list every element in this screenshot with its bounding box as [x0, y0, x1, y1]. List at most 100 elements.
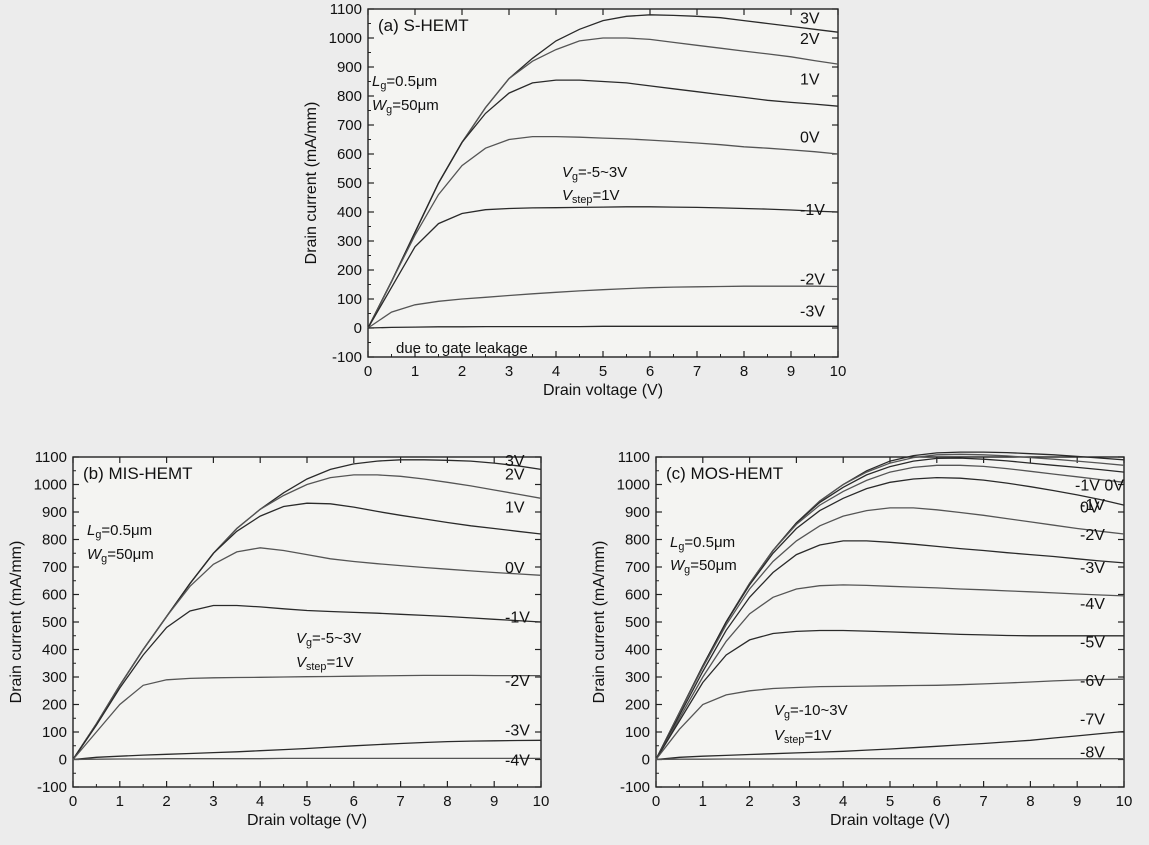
- series-label: -3V: [800, 304, 825, 321]
- x-tick-label: 2: [745, 793, 753, 810]
- y-tick-label: 0: [642, 752, 650, 769]
- x-tick-label: 8: [1026, 793, 1034, 810]
- annotation-vg: Vg=-5~3V: [296, 630, 361, 649]
- y-tick-label: 600: [42, 587, 67, 604]
- series-label: -6V: [1080, 673, 1105, 690]
- y-tick-label: 700: [337, 117, 362, 134]
- series-line: [72, 604, 542, 760]
- x-tick-label: 4: [256, 793, 264, 810]
- y-tick-label: 300: [337, 233, 362, 250]
- x-tick-label: 0: [364, 363, 372, 380]
- series-label: -7V: [1080, 711, 1105, 728]
- x-tick-label: 6: [646, 363, 654, 380]
- x-tick-label: 6: [933, 793, 941, 810]
- x-tick-label: 7: [396, 793, 404, 810]
- x-tick-label: 5: [599, 363, 607, 380]
- series-line: [367, 135, 839, 329]
- x-axis-label: Drain voltage (V): [830, 812, 950, 829]
- annotation-vg: Vg=-5~3V: [562, 164, 627, 183]
- y-tick-label: 300: [625, 669, 650, 686]
- x-tick-label: 4: [552, 363, 560, 380]
- y-tick-label: 100: [42, 724, 67, 741]
- series-label: -2V: [1080, 527, 1105, 544]
- y-tick-label: 500: [42, 614, 67, 631]
- y-tick-label: 1100: [330, 1, 362, 18]
- y-tick-label: 1100: [618, 449, 650, 466]
- annotation-lg: Lg=0.5μm: [87, 522, 152, 541]
- x-tick-label: 0: [652, 793, 660, 810]
- series-line: [655, 629, 1124, 760]
- series-label: -8V: [1080, 744, 1105, 761]
- panel-a-s-hemt: 0 1 2 3 4 5 6 7 8 9 10-100010020030040050060070080…: [303, 1, 846, 399]
- x-tick-label: 5: [303, 793, 311, 810]
- x-tick-label: 9: [1073, 793, 1081, 810]
- y-tick-label: 1000: [329, 30, 362, 47]
- panel-title: (a) S-HEMT: [378, 16, 469, 35]
- y-tick-label: 600: [625, 587, 650, 604]
- series-label: 1V: [505, 500, 525, 517]
- x-axis-label: Drain voltage (V): [543, 382, 663, 399]
- series-label: 2V: [505, 467, 525, 484]
- series-label: -4V: [505, 753, 530, 770]
- y-tick-label: -100: [332, 349, 362, 366]
- series-line: [367, 206, 839, 329]
- series-line: [655, 730, 1125, 761]
- x-tick-label: 6: [350, 793, 358, 810]
- series-line: [367, 79, 839, 329]
- y-tick-label: 600: [337, 146, 362, 163]
- series-label: -3V: [1080, 560, 1105, 577]
- y-tick-label: -100: [37, 779, 67, 796]
- y-tick-label: 100: [337, 291, 362, 308]
- panel-b-mis-hemt: 0 1 2 3 4 5 6 7 8 9 10-100010020030040050060070080…: [8, 449, 549, 829]
- x-tick-label: 9: [490, 793, 498, 810]
- series-label: -5V: [1080, 634, 1105, 651]
- y-tick-label: 200: [337, 262, 362, 279]
- series-line: [72, 674, 541, 760]
- y-tick-label: 1100: [35, 449, 67, 466]
- annotation-note: due to gate leakage: [396, 340, 528, 357]
- x-tick-label: 7: [979, 793, 987, 810]
- y-tick-label: 800: [625, 532, 650, 549]
- x-tick-label: 9: [787, 363, 795, 380]
- x-tick-label: 8: [740, 363, 748, 380]
- series-line: [72, 739, 542, 761]
- plot-frame: [655, 456, 1125, 788]
- series-label: 0V: [1080, 500, 1100, 517]
- x-tick-label: 2: [162, 793, 170, 810]
- series-label: 3V: [800, 11, 820, 28]
- y-tick-label: 900: [42, 504, 67, 521]
- series-line: [655, 540, 1125, 760]
- series-label: -1V: [505, 610, 530, 627]
- annotation-vstep: Vstep=1V: [296, 654, 354, 673]
- y-tick-label: 400: [625, 642, 650, 659]
- series-line: [72, 757, 541, 761]
- x-axis-label: Drain voltage (V): [247, 812, 367, 829]
- annotation-wg: Wg=50μm: [670, 557, 737, 576]
- series-label: 0V: [800, 130, 820, 147]
- series-label: 0V: [505, 560, 525, 577]
- y-tick-label: 300: [42, 669, 67, 686]
- y-axis-label: Drain current (mA/mm): [591, 541, 608, 704]
- y-tick-label: 0: [59, 752, 67, 769]
- y-tick-label: 100: [625, 724, 650, 741]
- series-line: [655, 584, 1125, 760]
- series-label: -1V: [800, 202, 825, 219]
- y-tick-label: -100: [620, 779, 650, 796]
- y-axis-label: Drain current (mA/mm): [303, 102, 320, 265]
- y-tick-label: 800: [42, 532, 67, 549]
- y-tick-label: 400: [42, 642, 67, 659]
- x-tick-label: 7: [693, 363, 701, 380]
- panel-title: (c) MOS-HEMT: [666, 464, 783, 483]
- annotation-lg: Lg=0.5μm: [372, 73, 437, 92]
- plot-frame: [72, 456, 542, 788]
- series-label: 2V: [800, 31, 820, 48]
- x-tick-label: 3: [792, 793, 800, 810]
- x-tick-label: 10: [533, 793, 550, 810]
- series-line: [655, 758, 1124, 761]
- y-tick-label: 0: [354, 320, 362, 337]
- y-tick-label: 200: [42, 697, 67, 714]
- series-label: -3V: [505, 722, 530, 739]
- x-tick-label: 3: [209, 793, 217, 810]
- annotation-lg: Lg=0.5μm: [670, 534, 735, 553]
